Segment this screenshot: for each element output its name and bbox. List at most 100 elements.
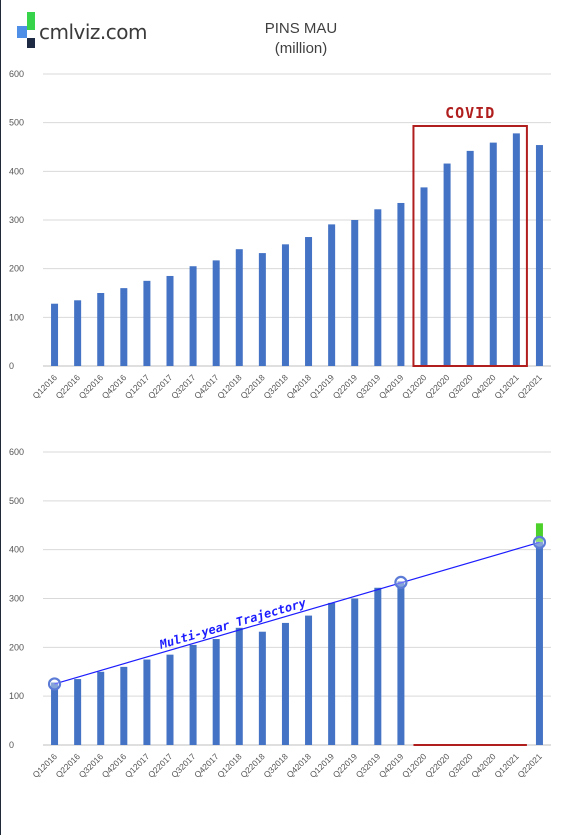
x-tick-label: Q42020 [469,751,498,780]
x-tick-label: Q42016 [100,372,129,401]
x-tick-label: Q32017 [169,751,198,780]
x-tick-label: Q32019 [354,751,383,780]
x-tick-label: Q22018 [238,751,267,780]
bar-Q32018 [281,622,289,745]
bar-Q42018 [305,615,313,745]
trajectory-point [47,677,62,691]
x-tick-label: Q32018 [261,751,290,780]
y-tick-label: 600 [9,447,24,457]
bar-Q22019 [351,598,359,745]
x-tick-label: Q12021 [492,751,521,780]
bar-Q22017 [166,275,174,366]
x-tick-label: Q32016 [77,372,106,401]
x-tick-label: Q32017 [169,372,198,401]
x-tick-label: Q42016 [100,751,129,780]
bar-Q32016 [97,671,105,745]
bar-Q22016 [74,300,82,366]
x-tick-label: Q22017 [146,372,175,401]
bar-Q32020 [466,150,474,366]
x-tick-label: Q12020 [400,751,429,780]
bar-Q32017 [189,266,197,366]
covid-box [412,125,528,367]
y-tick-label: 0 [9,361,14,371]
covid-label: COVID [445,104,495,122]
x-tick-label: Q42017 [192,751,221,780]
bar-Q42016 [120,288,128,366]
growth-highlight [535,523,543,542]
x-tick-label: Q12021 [492,372,521,401]
trajectory-line [54,541,540,685]
x-tick-label: Q22021 [515,751,544,780]
y-tick-label: 600 [9,69,24,79]
chart-panel-2: 0100200300400500600Q12016Q22016Q32016Q42… [9,447,551,780]
y-tick-label: 100 [9,691,24,701]
bar-Q32018 [281,244,289,366]
bar-Q42019 [397,202,405,366]
bar-Q42016 [120,666,128,745]
x-tick-label: Q22016 [54,372,83,401]
chart-subtitle: (million) [274,40,328,57]
bar-Q22021 [535,145,543,366]
x-tick-label: Q32018 [261,372,290,401]
bar-Q22016 [74,679,82,745]
logo-square-blue [17,26,27,38]
x-tick-label: Q22021 [515,372,544,401]
y-tick-label: 200 [9,264,24,274]
bar-Q12018 [235,627,243,745]
bar-Q32019 [374,587,382,745]
bar-Q22019 [351,220,359,366]
x-tick-label: Q12017 [123,751,152,780]
x-tick-label: Q22017 [146,751,175,780]
x-tick-label: Q22018 [238,372,267,401]
bar-Q32019 [374,209,382,366]
x-tick-label: Q12018 [215,372,244,401]
bar-Q22020 [443,163,451,366]
trajectory-point [394,575,408,589]
bar-Q22018 [258,253,266,366]
x-tick-label: Q32020 [446,751,475,780]
x-tick-label: Q42019 [377,751,406,780]
x-tick-label: Q12019 [308,751,337,780]
x-tick-label: Q42019 [377,372,406,401]
bar-Q12017 [143,280,151,366]
y-tick-label: 500 [9,118,24,128]
bar-Q42017 [212,639,220,745]
chart-title: PINS MAU [264,20,338,37]
x-tick-label: Q42018 [284,372,313,401]
logo-square-navy [27,38,35,48]
cmlviz-logo [17,12,35,48]
bar-Q12016 [51,303,59,366]
x-tick-label: Q12019 [308,372,337,401]
x-tick-label: Q32020 [446,372,475,401]
x-tick-label: Q12016 [30,751,59,780]
y-tick-label: 300 [9,215,24,225]
y-tick-label: 400 [9,545,24,555]
x-tick-label: Q22019 [331,372,360,401]
y-tick-label: 0 [9,740,14,750]
bar-Q12018 [235,249,243,366]
x-tick-label: Q22020 [423,751,452,780]
x-tick-label: Q22016 [54,751,83,780]
bar-Q12016 [51,682,59,745]
bar-Q12019 [328,224,336,366]
bar-Q42017 [212,260,220,366]
y-tick-label: 200 [9,642,24,652]
x-tick-label: Q12018 [215,751,244,780]
chart-panel-1: 0100200300400500600Q12016Q22016Q32016Q42… [9,69,551,401]
x-tick-label: Q22020 [423,372,452,401]
x-tick-label: Q32016 [77,751,106,780]
bar-Q22018 [258,631,266,745]
x-tick-label: Q22019 [331,751,360,780]
bar-Q12021 [512,133,520,366]
x-tick-label: Q12016 [30,372,59,401]
bar-Q22021 [535,541,543,745]
bar-Q42020 [489,142,497,366]
brand-name: cmlviz.com [39,20,148,44]
bar-Q42018 [305,237,313,366]
bar-Q12019 [328,602,336,745]
trajectory-point [532,535,547,549]
y-tick-label: 300 [9,594,24,604]
bar-Q12017 [143,659,151,745]
bar-Q12020 [420,187,428,366]
